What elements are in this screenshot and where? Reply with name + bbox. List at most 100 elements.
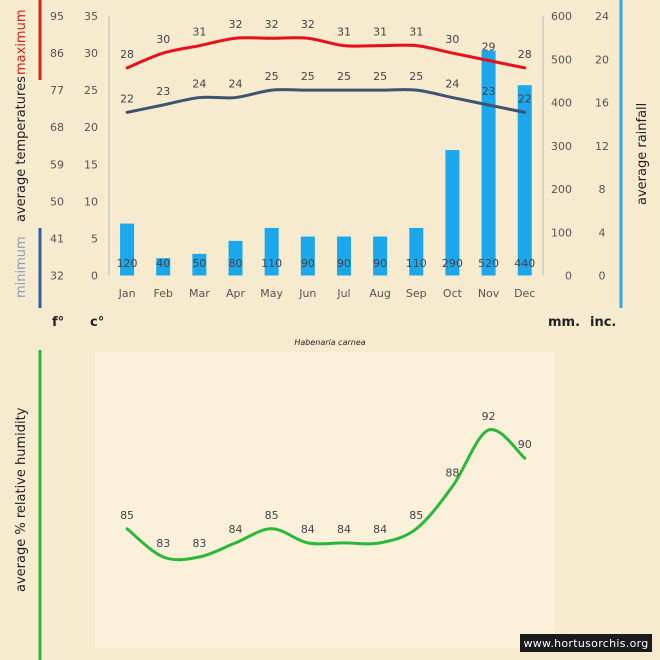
mm-tick-label: 500: [551, 53, 572, 66]
average-temperatures-label: average temperatures: [14, 76, 29, 222]
rainfall-bar: [409, 227, 424, 276]
unit-inches: inc.: [590, 315, 616, 330]
rainfall-value-label: 110: [261, 257, 282, 270]
humidity-line: [125, 428, 527, 562]
celsius-tick-label: 20: [84, 121, 98, 134]
rainfall-bar: [445, 150, 460, 276]
rainfall-bar: [156, 258, 171, 276]
month-tick-label: May: [260, 287, 283, 300]
maximum-temperature-label: 32: [301, 18, 315, 31]
mm-tick-label: 0: [565, 270, 572, 283]
maximum-temperature-label: 28: [518, 48, 532, 61]
fahrenheit-tick-label: 32: [50, 270, 64, 283]
minimum-temperature-label: 24: [445, 78, 459, 91]
humidity-value-label: 83: [192, 537, 206, 550]
celsius-tick-label: 5: [91, 232, 98, 245]
unit-fahrenheit: f°: [52, 315, 64, 330]
fahrenheit-tick-label: 41: [50, 232, 64, 245]
inch-tick-label: 12: [595, 140, 609, 153]
inch-tick-label: 20: [595, 53, 609, 66]
minimum-temperature-label: 24: [192, 78, 206, 91]
fahrenheit-tick-label: 59: [50, 158, 64, 171]
maximum-temperature-label: 31: [373, 26, 387, 39]
rainfall-value-label: 90: [337, 257, 351, 270]
fahrenheit-tick-label: 95: [50, 10, 64, 23]
maximum-temperature-label: 32: [265, 18, 279, 31]
month-tick-label: Nov: [478, 287, 500, 300]
rainfall-value-label: 120: [117, 257, 138, 270]
rainfall-value-label: 520: [478, 257, 499, 270]
mm-tick-label: 100: [551, 226, 572, 239]
maximum-temperature-label: 30: [445, 33, 459, 46]
humidity-axis-label: average % relative humidity: [14, 407, 29, 592]
inch-tick-label: 16: [595, 97, 609, 110]
celsius-tick-label: 0: [91, 270, 98, 283]
rainfall-bar: [264, 227, 279, 276]
inch-tick-label: 8: [599, 183, 606, 196]
maximum-temperature-label: 32: [229, 18, 243, 31]
rainfall-value-label: 440: [514, 257, 535, 270]
month-tick-label: Sep: [406, 287, 427, 300]
average-rainfall-label: average rainfall: [635, 103, 650, 205]
rainfall-value-label: 80: [229, 257, 243, 270]
humidity-value-label: 83: [156, 537, 170, 550]
fahrenheit-tick-label: 77: [50, 84, 64, 97]
humidity-value-label: 84: [373, 523, 387, 536]
fahrenheit-tick-label: 68: [50, 121, 64, 134]
minimum-temperature-label: 25: [409, 70, 423, 83]
mm-tick-label: 400: [551, 97, 572, 110]
celsius-tick-label: 25: [84, 84, 98, 97]
inch-tick-label: 24: [595, 10, 609, 23]
rainfall-value-label: 290: [442, 257, 463, 270]
species-caption: Habenaria carnea: [294, 338, 365, 347]
month-tick-label: Oct: [443, 287, 463, 300]
unit-celsius: c°: [90, 315, 104, 330]
maximum-temperature-label: 30: [156, 33, 170, 46]
minimum-temperature-label: 25: [301, 70, 315, 83]
temperature-rainfall-axes: 9586776859504132353025201510506005004003…: [50, 10, 609, 300]
minimum-temperature-line: [125, 88, 527, 114]
month-tick-label: Feb: [153, 287, 172, 300]
rainfall-bar: [120, 223, 135, 276]
inch-tick-label: 0: [599, 270, 606, 283]
month-tick-label: Apr: [226, 287, 246, 300]
celsius-tick-label: 35: [84, 10, 98, 23]
rainfall-value-label: 90: [373, 257, 387, 270]
maximum-temperature-line: [125, 36, 527, 70]
rainfall-bar: [373, 236, 388, 276]
humidity-value-label: 90: [518, 438, 532, 451]
maximum-temperature-label: 31: [192, 26, 206, 39]
humidity-value-label: 92: [482, 410, 496, 423]
month-tick-label: Dec: [514, 287, 535, 300]
humidity-value-label: 84: [301, 523, 315, 536]
rainfall-bar: [228, 240, 243, 276]
rainfall-bar: [517, 85, 532, 276]
minimum-temperature-label: 22: [120, 92, 134, 105]
minimum-temperature-label: 24: [229, 78, 243, 91]
minimum-temperature-label: 25: [337, 70, 351, 83]
rainfall-bar: [192, 253, 207, 276]
celsius-tick-label: 30: [84, 47, 98, 60]
humidity-value-label: 85: [409, 509, 423, 522]
month-tick-label: Jun: [298, 287, 316, 300]
humidity-value-label: 84: [229, 523, 243, 536]
maximum-label: maximum: [14, 9, 29, 75]
temperature-lines: 28 30 31 32 32 32 31 31 31 30 29 28 22 23 24 24 25 25 25 25…: [120, 18, 532, 114]
humidity-value-label: 85: [120, 509, 134, 522]
celsius-tick-label: 15: [84, 158, 98, 171]
rainfall-value-label: 90: [301, 257, 315, 270]
maximum-temperature-label: 29: [482, 40, 496, 53]
rainfall-value-label: 110: [406, 257, 427, 270]
humidity-chart: 85 83 83 84 85 84 84 84 85 88 92 90: [120, 410, 532, 562]
minimum-temperature-label: 22: [518, 92, 532, 105]
mm-tick-label: 300: [551, 140, 572, 153]
minimum-temperature-label: 23: [482, 85, 496, 98]
rainfall-bar: [336, 236, 351, 276]
rainfall-bar: [300, 236, 315, 276]
minimum-temperature-label: 23: [156, 85, 170, 98]
minimum-label: minimum: [14, 236, 29, 298]
rainfall-value-label: 50: [192, 257, 206, 270]
month-tick-label: Aug: [369, 287, 390, 300]
fahrenheit-tick-label: 50: [50, 195, 64, 208]
humidity-value-label: 85: [265, 509, 279, 522]
